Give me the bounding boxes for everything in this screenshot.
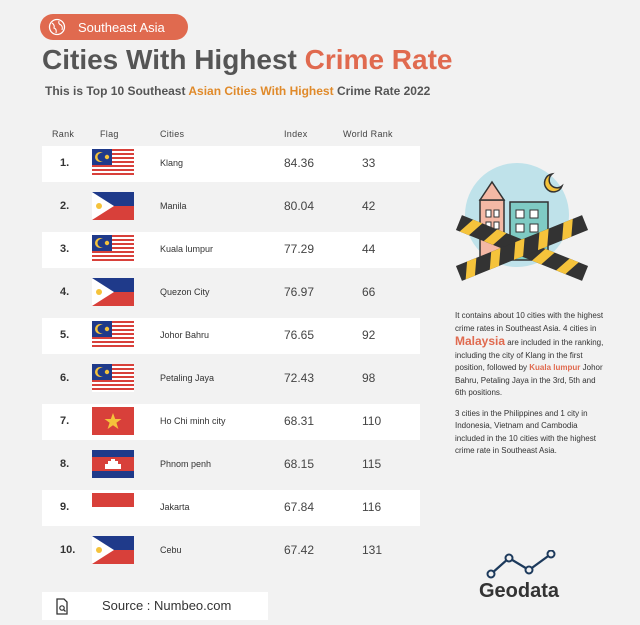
index-cell: 68.15 bbox=[284, 457, 315, 471]
city-cell: Ho Chi minh city bbox=[160, 416, 226, 426]
city-cell: Klang bbox=[160, 158, 184, 168]
index-cell: 84.36 bbox=[284, 156, 315, 170]
table-row: 5. Johor Bahru 76.65 92 bbox=[42, 318, 420, 354]
col-header-world-rank: World Rank bbox=[343, 129, 393, 139]
city-cell: Phnom penh bbox=[160, 459, 212, 469]
flag-malaysia-icon bbox=[92, 149, 134, 182]
table-row: 9. Jakarta 67.84 116 bbox=[42, 490, 420, 526]
subtitle-text-1: This is Top 10 Southeast bbox=[45, 84, 189, 98]
globe-icon bbox=[48, 18, 66, 36]
rank-cell: 2. bbox=[60, 200, 70, 212]
flag-malaysia-icon bbox=[92, 364, 134, 397]
rank-cell: 9. bbox=[60, 501, 70, 513]
world-rank-cell: 42 bbox=[362, 199, 376, 213]
badge-label: Southeast Asia bbox=[78, 19, 165, 35]
flag-cambodia-icon bbox=[92, 450, 134, 483]
col-header-cities: Cities bbox=[160, 129, 185, 139]
source-box: Source : Numbeo.com bbox=[42, 592, 268, 620]
index-cell: 67.42 bbox=[284, 543, 315, 557]
table-row: 7. Ho Chi minh city 68.31 110 bbox=[42, 404, 420, 440]
city-cell: Jakarta bbox=[160, 502, 190, 512]
col-header-flag: Flag bbox=[100, 129, 119, 139]
chart-line-icon bbox=[486, 550, 556, 579]
world-rank-cell: 98 bbox=[362, 371, 376, 385]
region-badge: Southeast Asia bbox=[40, 14, 188, 40]
rank-cell: 7. bbox=[60, 415, 70, 427]
title-highlight: Crime Rate bbox=[304, 44, 453, 75]
description-paragraph-2: 3 cities in the Philippines and 1 city i… bbox=[455, 408, 596, 456]
city-cell: Manila bbox=[160, 201, 187, 211]
description: It contains about 10 cities with the hig… bbox=[455, 310, 605, 466]
source-text: Source : Numbeo.com bbox=[102, 598, 232, 613]
world-rank-cell: 131 bbox=[362, 543, 383, 557]
title-text: Cities With Highest bbox=[42, 44, 305, 75]
index-cell: 76.97 bbox=[284, 285, 315, 299]
rank-cell: 1. bbox=[60, 157, 70, 169]
rank-cell: 8. bbox=[60, 458, 70, 470]
page-title: Cities With Highest Crime Rate bbox=[42, 44, 453, 76]
rank-cell: 4. bbox=[60, 286, 70, 298]
desc-text-b: are included in the ranking, including t… bbox=[455, 338, 604, 372]
flag-philippines-icon bbox=[92, 536, 134, 569]
table-row: 1. Klang 84.36 33 bbox=[42, 146, 420, 182]
world-rank-cell: 66 bbox=[362, 285, 376, 299]
flag-malaysia-icon bbox=[92, 235, 134, 268]
index-cell: 67.84 bbox=[284, 500, 315, 514]
index-cell: 72.43 bbox=[284, 371, 315, 385]
city-cell: Johor Bahru bbox=[160, 330, 210, 340]
flag-philippines-icon bbox=[92, 192, 134, 225]
col-header-rank: Rank bbox=[52, 129, 75, 139]
city-cell: Kuala lumpur bbox=[160, 244, 214, 254]
city-cell: Petaling Jaya bbox=[160, 373, 215, 383]
document-icon bbox=[56, 598, 68, 615]
desc-malaysia: Malaysia bbox=[455, 334, 506, 348]
city-cell: Quezon City bbox=[160, 287, 210, 297]
index-cell: 76.65 bbox=[284, 328, 315, 342]
index-cell: 68.31 bbox=[284, 414, 315, 428]
flag-indonesia-icon bbox=[92, 493, 134, 526]
rank-cell: 3. bbox=[60, 243, 70, 255]
table-row: 10. Cebu 67.42 131 bbox=[42, 533, 420, 569]
flag-vietnam-icon bbox=[92, 407, 134, 440]
table-row: 2. Manila 80.04 42 bbox=[42, 189, 420, 225]
flag-philippines-icon bbox=[92, 278, 134, 311]
subtitle-text-2: Crime Rate 2022 bbox=[333, 84, 431, 98]
index-cell: 80.04 bbox=[284, 199, 315, 213]
rank-cell: 5. bbox=[60, 329, 70, 341]
table-row: 8. Phnom penh 68.15 115 bbox=[42, 447, 420, 483]
page-subtitle: This is Top 10 Southeast Asian Cities Wi… bbox=[45, 84, 430, 98]
description-paragraph-1: It contains about 10 cities with the hig… bbox=[455, 310, 605, 400]
rank-cell: 6. bbox=[60, 372, 70, 384]
subtitle-highlight: Asian Cities With Highest bbox=[188, 84, 334, 98]
world-rank-cell: 115 bbox=[362, 457, 382, 471]
desc-kuala-lumpur: Kuala lumpur bbox=[529, 363, 581, 372]
index-cell: 77.29 bbox=[284, 242, 315, 256]
city-cell: Cebu bbox=[160, 545, 182, 555]
table-row: 4. Quezon City 76.97 66 bbox=[42, 275, 420, 311]
rank-cell: 10. bbox=[60, 544, 76, 556]
world-rank-cell: 44 bbox=[362, 242, 376, 256]
world-rank-cell: 116 bbox=[362, 500, 382, 514]
world-rank-cell: 33 bbox=[362, 156, 376, 170]
desc-text-a: It contains about 10 cities with the hig… bbox=[455, 311, 604, 333]
table-row: 6. Petaling Jaya 72.43 98 bbox=[42, 361, 420, 397]
desc-text-c: Johor Bahru, Petaling Jaya in the 3rd, 5… bbox=[455, 363, 603, 397]
world-rank-cell: 92 bbox=[362, 328, 376, 342]
col-header-index: Index bbox=[284, 129, 308, 139]
flag-malaysia-icon bbox=[92, 321, 134, 354]
brand-name: Geodata bbox=[479, 580, 560, 602]
world-rank-cell: 110 bbox=[362, 414, 382, 428]
table-row: 3. Kuala lumpur 77.29 44 bbox=[42, 232, 420, 268]
city-crime-illustration bbox=[455, 163, 589, 281]
